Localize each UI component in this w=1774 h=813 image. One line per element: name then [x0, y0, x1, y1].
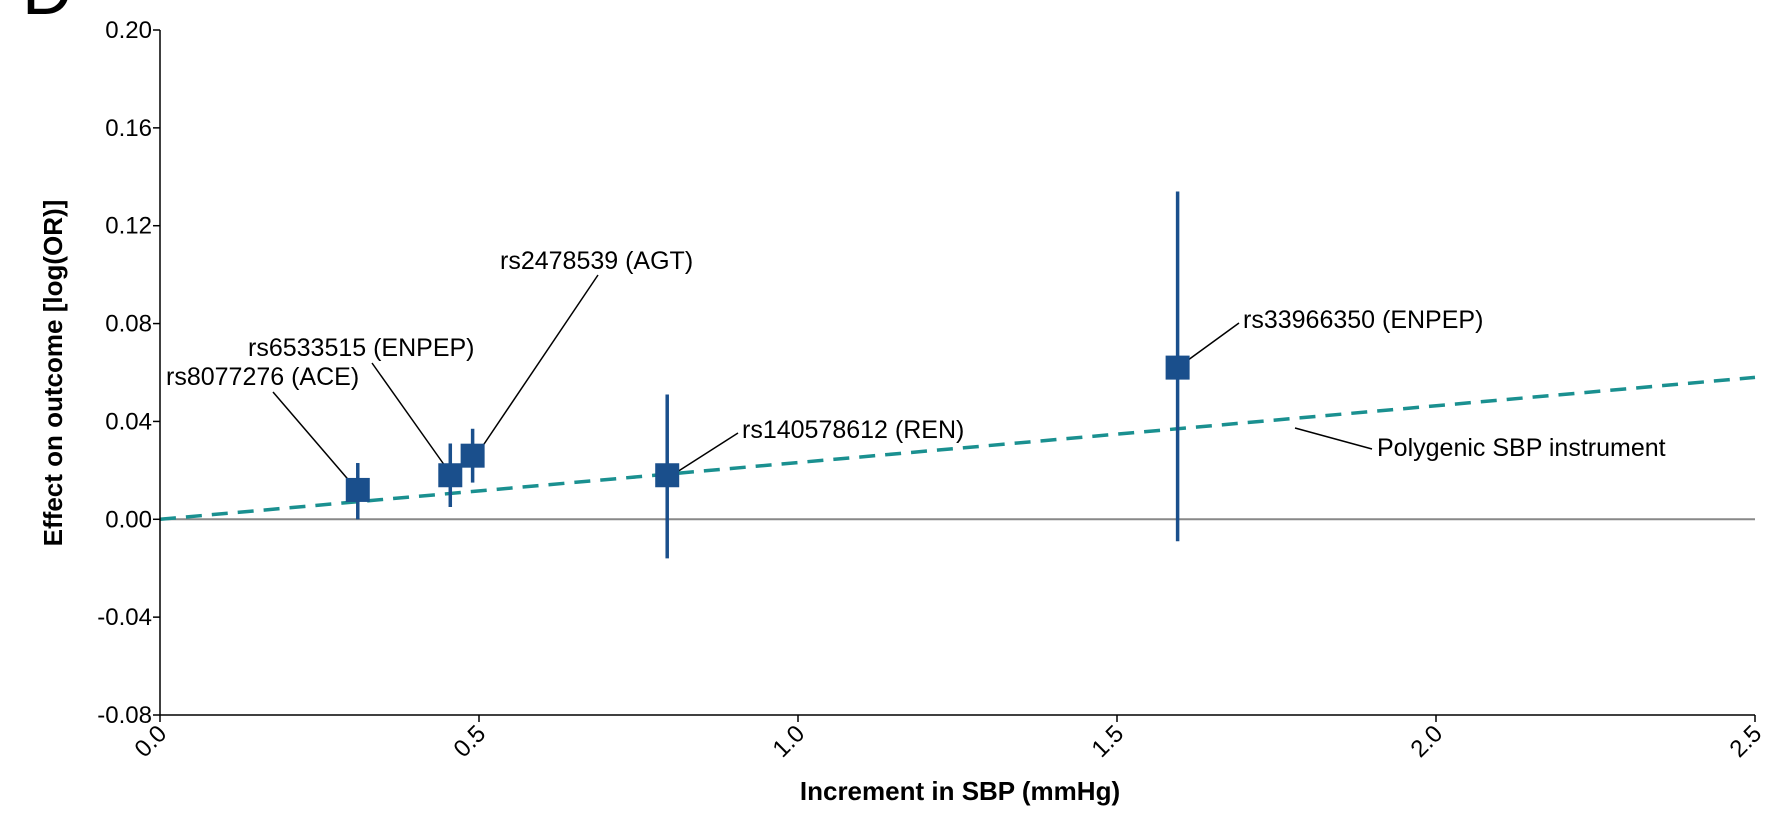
y-tick-label: 0.16 [105, 115, 152, 142]
y-tick-label: 0.04 [105, 408, 152, 435]
point-label: rs140578612 (REN) [742, 416, 964, 444]
y-tick-label: 0.20 [105, 17, 152, 44]
data-point-marker [438, 463, 463, 488]
annotation-leader-line [272, 391, 353, 485]
data-points [345, 191, 1190, 559]
data-point-marker [655, 463, 680, 488]
annotation-leader-line [371, 362, 446, 467]
y-tick-label: 0.08 [105, 311, 152, 338]
line-label: Polygenic SBP instrument [1377, 434, 1666, 462]
data-point-marker [345, 477, 370, 502]
y-tick-label: 0.00 [105, 506, 152, 533]
line-label-leader [1294, 427, 1373, 450]
y-axis-title: Effect on outcome [log(OR)] [38, 200, 68, 547]
data-point-marker [460, 443, 485, 468]
panel-label: D [22, 0, 73, 29]
x-tick-label: 1.0 [768, 720, 811, 763]
y-tick-label: -0.08 [97, 702, 152, 729]
x-axis-title: Increment in SBP (mmHg) [800, 776, 1120, 806]
y-tick-label: 0.12 [105, 213, 152, 240]
annotation-leader-line [1183, 322, 1240, 364]
point-label: rs2478539 (AGT) [500, 247, 693, 275]
annotations: rs8077276 (ACE)rs6533515 (ENPEP) rs247853… [166, 247, 1666, 485]
point-label: rs33966350 (ENPEP) [1243, 306, 1483, 334]
x-tick-label: 0.5 [449, 720, 492, 763]
x-tick-label: 1.5 [1087, 720, 1130, 763]
annotation-leader-line [477, 274, 599, 454]
polygenic-instrument-line [159, 375, 1756, 522]
data-point-marker [1165, 355, 1190, 380]
x-axis-ticks: 0.0 0.5 1.0 1.5 2.0 2.5 [130, 715, 1768, 763]
y-tick-label: -0.04 [97, 604, 152, 631]
annotation-leader-line [676, 432, 739, 473]
x-tick-label: 2.0 [1406, 720, 1449, 763]
x-tick-label: 2.5 [1725, 720, 1768, 763]
point-label: rs6533515 (ENPEP) [248, 334, 475, 362]
y-axis-ticks: 0.20 0.16 0.12 0.08 0.04 0.00 -0.04 -0.08 [97, 17, 160, 729]
point-label: rs8077276 (ACE) [166, 363, 359, 391]
